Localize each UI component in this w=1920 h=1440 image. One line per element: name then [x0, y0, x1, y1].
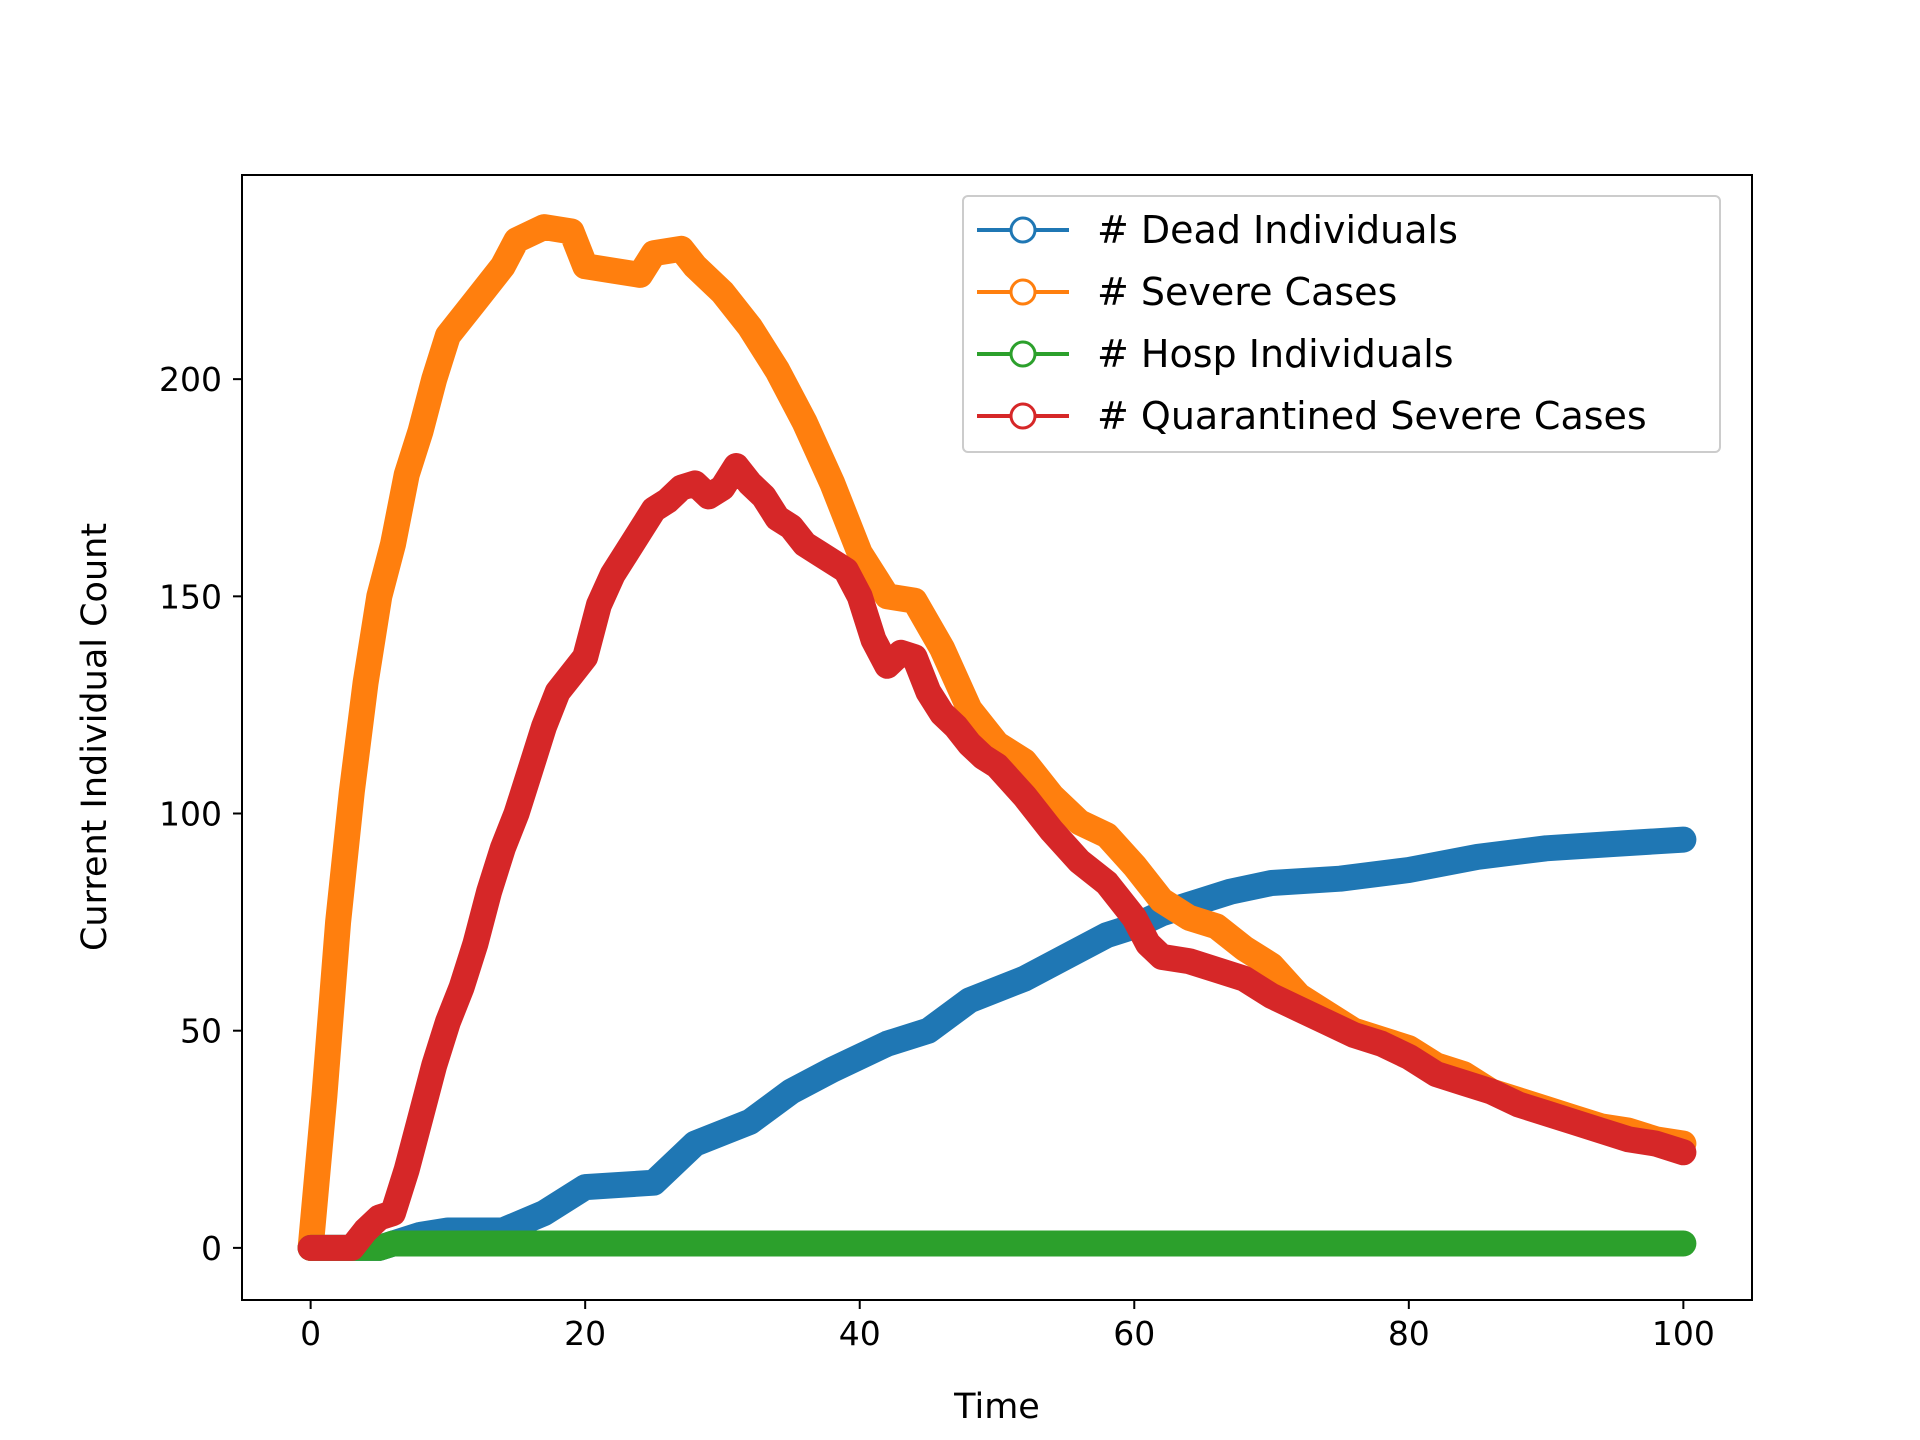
- y-tick-label: 0: [201, 1229, 222, 1268]
- series-line-quarantined-severe-cases: [297, 453, 1697, 1261]
- series-layer: [297, 214, 1697, 1261]
- x-tick-label: 60: [1113, 1314, 1155, 1353]
- x-axis-label: Time: [953, 1387, 1040, 1427]
- y-axis-label: Current Individual Count: [75, 523, 115, 951]
- y-axis: 0 50 100 150 200: [159, 360, 242, 1268]
- legend-marker-severe-cases: [1009, 278, 1037, 306]
- y-tick-label: 50: [180, 1012, 222, 1051]
- legend-marker-dead-individuals: [1009, 216, 1037, 244]
- legend-box: [962, 195, 1721, 453]
- x-tick-label: 0: [300, 1314, 321, 1353]
- legend-label-dead-individuals: # Dead Individuals: [1097, 208, 1458, 252]
- x-tick-label: 100: [1652, 1314, 1715, 1353]
- legend-label-quarantined-severe-cases: # Quarantined Severe Cases: [1097, 394, 1647, 438]
- series-line-dead-individuals: [297, 826, 1697, 1261]
- series-line-hosp-individuals: [297, 1230, 1697, 1261]
- legend-label-severe-cases: # Severe Cases: [1097, 270, 1397, 314]
- y-tick-label: 100: [159, 795, 222, 834]
- legend-marker-hosp-individuals: [1009, 340, 1037, 368]
- x-tick-label: 20: [564, 1314, 606, 1353]
- x-tick-label: 40: [839, 1314, 881, 1353]
- legend: # Dead Individuals # Severe Cases # Hosp I…: [962, 195, 1721, 453]
- x-axis: 0 20 40 60 80 100: [300, 1300, 1715, 1353]
- y-tick-label: 150: [159, 577, 222, 616]
- plot-frame: [241, 174, 1753, 1301]
- x-tick-label: 80: [1388, 1314, 1430, 1353]
- legend-label-hosp-individuals: # Hosp Individuals: [1097, 332, 1454, 376]
- legend-marker-quarantined-severe-cases: [1009, 402, 1037, 430]
- y-tick-label: 200: [159, 360, 222, 399]
